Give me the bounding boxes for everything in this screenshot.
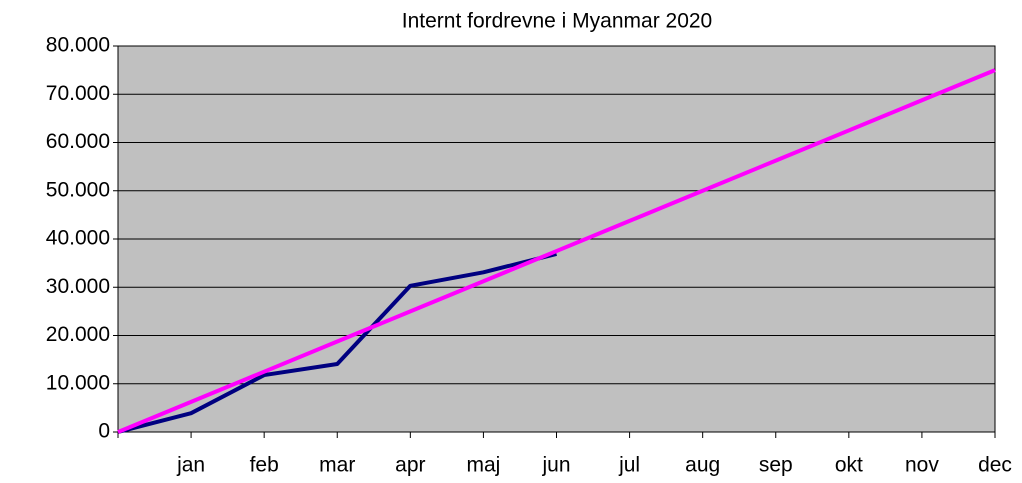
line-series — [117, 252, 557, 434]
x-tick-label: nov — [905, 454, 939, 477]
x-tick-label: sep — [759, 454, 793, 477]
x-tick-label: okt — [835, 454, 863, 477]
y-tick-label: 30.000 — [46, 275, 110, 298]
x-tick-label: dec — [978, 454, 1012, 477]
x-tick-label: jul — [618, 454, 640, 477]
x-tick-label: maj — [466, 454, 500, 477]
chart-title: Internt fordrevne i Myanmar 2020 — [402, 10, 713, 33]
y-tick-label: 70.000 — [46, 82, 110, 105]
y-tick-label: 80.000 — [46, 34, 110, 57]
y-tick-label: 10.000 — [46, 371, 110, 394]
y-tick-label: 20.000 — [46, 323, 110, 346]
line-series — [117, 68, 996, 434]
y-tick-label: 50.000 — [46, 178, 110, 201]
y-tick-label: 60.000 — [46, 130, 110, 153]
x-tick-label: aug — [685, 454, 720, 477]
y-tick-label: 0 — [98, 420, 110, 443]
x-tick-label: jan — [176, 454, 205, 477]
x-tick-label: feb — [250, 454, 279, 477]
x-tick-label: mar — [319, 454, 355, 477]
y-tick-label: 40.000 — [46, 227, 110, 250]
x-tick-label: apr — [395, 454, 425, 477]
x-tick-label: jun — [541, 454, 570, 477]
